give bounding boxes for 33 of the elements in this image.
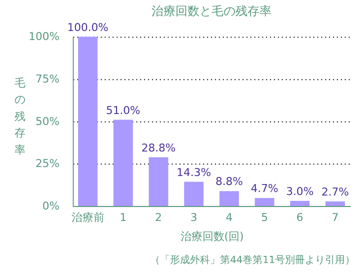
data-label: 2.7% [321, 186, 349, 199]
bar [78, 36, 98, 206]
data-label: 28.8% [141, 141, 176, 154]
y-tick-label: 75% [35, 72, 60, 86]
y-tick-label: 100% [28, 30, 60, 44]
y-tick-label: 0% [42, 199, 60, 212]
bar [290, 200, 310, 206]
text: （「形成外科」第44巻第11号別冊より引用） [150, 254, 356, 266]
x-tick-label: 治療前 [71, 211, 104, 224]
data-label: 14.3% [176, 166, 212, 179]
x-tick-label: 7 [332, 211, 339, 224]
x-tick-label: 2 [155, 211, 162, 224]
y-tick-label: 50% [35, 114, 60, 128]
y-tick-label: 25% [35, 157, 60, 170]
bar [113, 120, 133, 206]
x-tick-label: 4 [226, 211, 233, 224]
x-tick-label: 1 [120, 211, 127, 224]
x-tick-label: 3 [190, 211, 198, 224]
data-label: 3.0% [286, 185, 314, 198]
bar [325, 201, 345, 206]
bar [184, 182, 204, 206]
bar [254, 198, 274, 206]
data-label: 100.0% [67, 20, 108, 34]
data-label: 4.7% [250, 182, 278, 196]
x-axis-title: 治療回数(回) [180, 230, 244, 243]
bar [148, 157, 168, 206]
bar [219, 191, 239, 206]
y-axis-title: 毛の残存率 [14, 76, 26, 156]
data-label: 51.0% [106, 104, 140, 117]
x-tick-label: 6 [296, 211, 304, 224]
chart-title: 治療回数と毛の残存率 [152, 4, 272, 18]
x-tick-label: 5 [261, 211, 268, 224]
data-label: 8.8% [215, 175, 243, 188]
